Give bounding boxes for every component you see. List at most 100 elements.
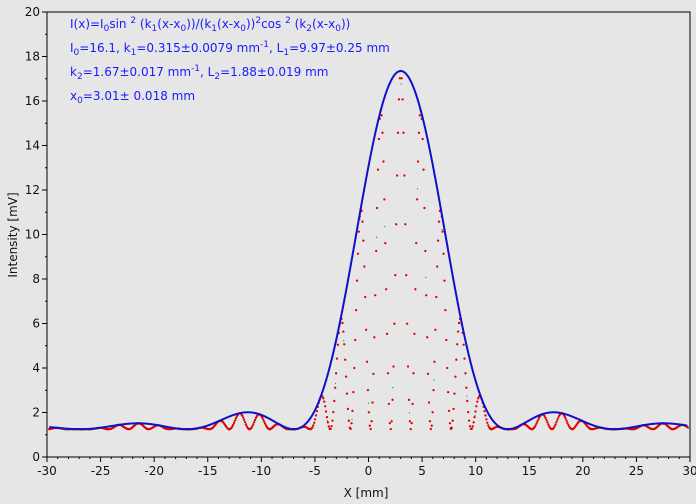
data-point bbox=[332, 410, 335, 414]
data-point bbox=[254, 416, 258, 420]
axes-layer: -30 -25 -20 -15 -10 -5 0 5 10 15 20 25 30 0 2 4 6 8 10 12 14… bbox=[25, 5, 696, 478]
y-tick-label: 8 bbox=[32, 272, 40, 286]
data-point bbox=[395, 174, 399, 177]
data-point bbox=[311, 426, 314, 429]
data-point bbox=[452, 407, 455, 410]
data-point bbox=[544, 416, 547, 420]
data-point bbox=[351, 409, 354, 413]
data-point bbox=[434, 328, 437, 331]
data-point bbox=[403, 174, 406, 177]
data-point-faint bbox=[400, 83, 402, 85]
y-tick-label: 10 bbox=[25, 228, 40, 242]
data-point bbox=[368, 424, 371, 427]
data-point bbox=[381, 131, 384, 134]
data-point-faint bbox=[408, 412, 410, 414]
data-point bbox=[486, 421, 489, 424]
data-point bbox=[345, 392, 349, 395]
x-tick-label: 15 bbox=[522, 464, 537, 478]
data-point bbox=[453, 392, 456, 395]
x-tick-label: 30 bbox=[682, 464, 696, 478]
data-point bbox=[347, 419, 350, 422]
data-point bbox=[334, 372, 338, 375]
fit-formula-line: I(x)=I0sin 2 (k1(x-x0))/(k1(x-x0))2cos 2… bbox=[70, 16, 350, 34]
data-point bbox=[462, 343, 465, 346]
data-point bbox=[356, 252, 360, 255]
data-point bbox=[433, 360, 436, 363]
data-point bbox=[410, 421, 413, 425]
data-point bbox=[435, 295, 438, 299]
data-point bbox=[324, 405, 327, 408]
data-point bbox=[476, 400, 479, 403]
x-tick-label: -10 bbox=[252, 464, 272, 478]
fit-envelope-line bbox=[49, 69, 688, 431]
data-point bbox=[474, 410, 477, 413]
data-point bbox=[567, 423, 570, 427]
data-point bbox=[322, 397, 325, 400]
data-point bbox=[314, 414, 318, 417]
data-point bbox=[242, 416, 245, 419]
data-point bbox=[353, 366, 356, 370]
data-point bbox=[475, 405, 478, 408]
data-point bbox=[323, 400, 326, 403]
data-point bbox=[436, 239, 440, 242]
data-point bbox=[425, 294, 428, 297]
data-point bbox=[446, 390, 450, 394]
data-point bbox=[441, 230, 444, 233]
data-point bbox=[534, 424, 537, 427]
x-tick-label: -25 bbox=[91, 464, 111, 478]
data-point-faint bbox=[457, 330, 460, 332]
data-point bbox=[535, 422, 538, 425]
data-point bbox=[364, 295, 367, 299]
data-point-faint bbox=[474, 415, 476, 417]
y-axis-title: Intensity [mV] bbox=[6, 192, 20, 277]
data-point bbox=[408, 420, 412, 423]
data-point bbox=[363, 265, 366, 268]
data-point bbox=[429, 427, 432, 431]
data-point bbox=[385, 288, 388, 291]
data-point bbox=[241, 414, 244, 417]
data-point-faint bbox=[687, 427, 689, 429]
y-tick-label: 2 bbox=[32, 406, 40, 420]
data-point bbox=[426, 336, 429, 339]
data-point bbox=[537, 418, 540, 421]
fit-formula-line: x0=3.01± 0.018 mm bbox=[70, 89, 195, 106]
data-point bbox=[391, 398, 394, 401]
data-point bbox=[346, 407, 350, 410]
data-point bbox=[312, 424, 315, 427]
data-point bbox=[386, 372, 390, 375]
data-point bbox=[232, 423, 235, 427]
data-point-faint bbox=[539, 416, 542, 418]
x-tick-label: -30 bbox=[37, 464, 57, 478]
data-point bbox=[427, 401, 431, 404]
data-point bbox=[416, 160, 420, 163]
data-point bbox=[393, 322, 396, 325]
data-point bbox=[412, 372, 415, 375]
fit-formula-line: I0=16.1, k1=0.315±0.0079 mm-1, L1=9.97±0… bbox=[70, 40, 390, 58]
y-tick-label: 6 bbox=[32, 317, 40, 331]
data-point bbox=[335, 357, 339, 360]
data-point bbox=[232, 421, 236, 424]
data-point-faint bbox=[441, 229, 443, 231]
data-point bbox=[428, 420, 432, 423]
data-point-faint bbox=[425, 276, 427, 279]
data-point bbox=[423, 206, 426, 210]
data-point bbox=[329, 427, 332, 431]
data-point bbox=[377, 137, 381, 141]
data-point bbox=[366, 388, 370, 392]
data-point bbox=[336, 343, 340, 346]
data-point bbox=[385, 332, 389, 336]
data-point bbox=[463, 357, 466, 360]
data-point bbox=[467, 419, 471, 422]
data-point bbox=[464, 372, 467, 375]
data-point bbox=[442, 252, 445, 255]
y-tick-label: 0 bbox=[32, 450, 40, 464]
data-point bbox=[405, 322, 409, 325]
data-point bbox=[426, 372, 430, 376]
data-point bbox=[333, 399, 336, 403]
data-point bbox=[371, 401, 374, 404]
data-point bbox=[361, 220, 364, 223]
data-point bbox=[407, 398, 411, 401]
data-point bbox=[244, 423, 248, 426]
data-point bbox=[405, 273, 408, 277]
data-point bbox=[466, 399, 469, 403]
